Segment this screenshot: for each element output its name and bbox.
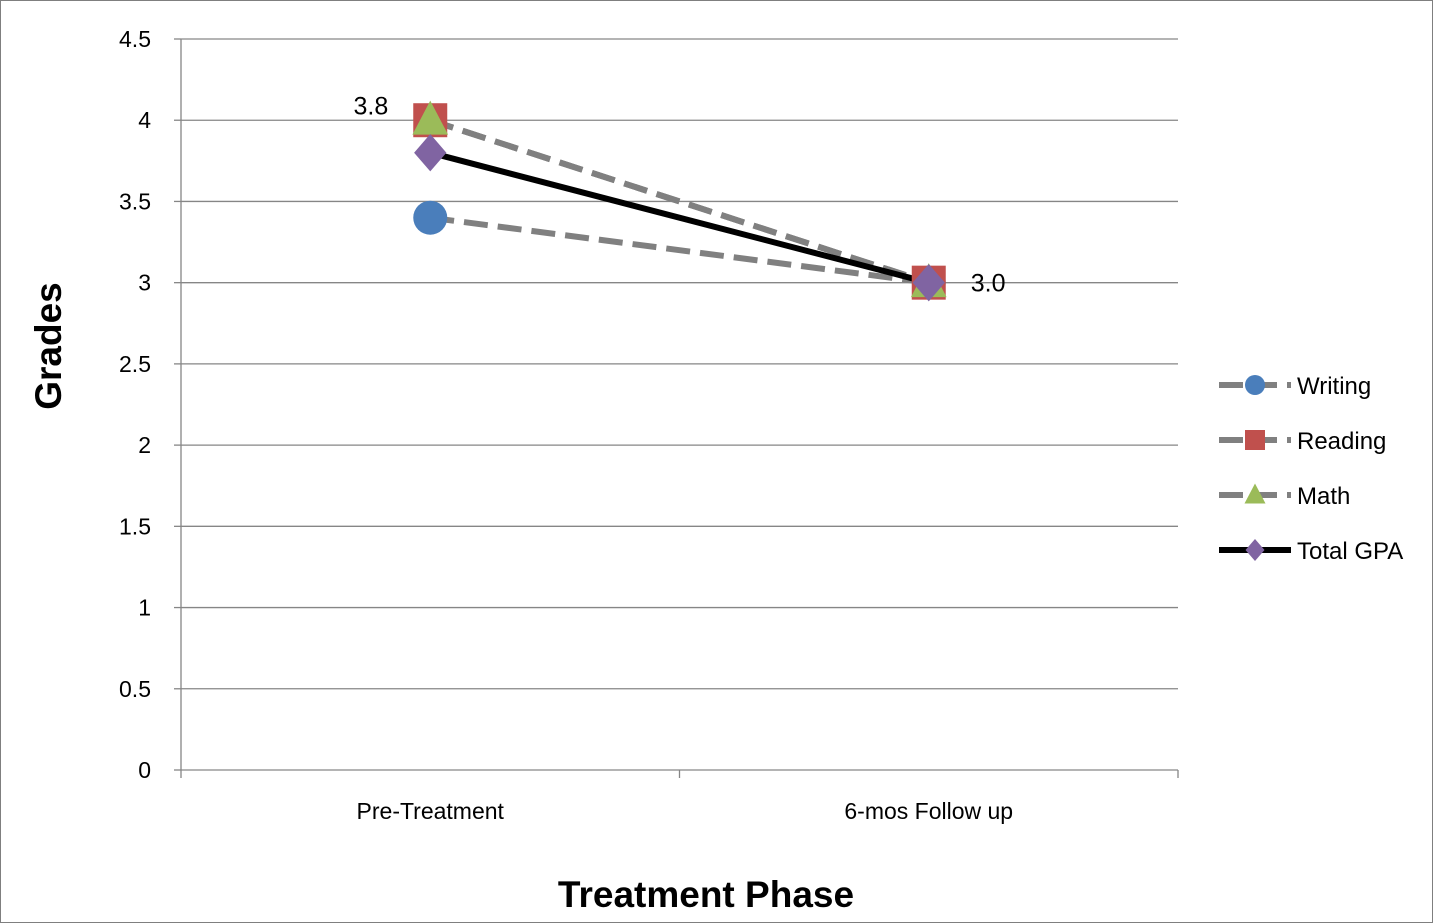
- series-total-gpa: [429, 149, 930, 286]
- legend-marker-triangle: [1244, 483, 1266, 504]
- legend-marker-circle: [1245, 375, 1265, 395]
- data-point-diamond: [912, 263, 945, 302]
- series-writing: [429, 214, 930, 286]
- legend-marker-diamond: [1245, 539, 1265, 561]
- legend-item-total-gpa: Total GPA: [1219, 538, 1403, 565]
- data-point-circle: [413, 200, 448, 235]
- legend-item-writing: Writing: [1219, 373, 1371, 400]
- y-tick-label: 3.5: [119, 188, 151, 214]
- y-tick-label: 4: [138, 107, 151, 133]
- legend-label: Math: [1297, 483, 1350, 510]
- data-point-diamond: [414, 134, 447, 172]
- x-tick-label: Pre-Treatment: [357, 798, 505, 824]
- x-axis-title: Treatment Phase: [558, 874, 854, 915]
- legend-label: Reading: [1297, 428, 1386, 455]
- legend-label: Writing: [1297, 373, 1371, 400]
- y-tick-label: 0: [138, 757, 151, 783]
- y-tick-label: 2.5: [119, 351, 151, 377]
- series-math: [429, 117, 930, 286]
- data-point-triangle: [412, 100, 449, 135]
- y-tick-label: 1.5: [119, 513, 151, 539]
- y-tick-label: 1: [138, 595, 151, 621]
- y-tick-label: 3: [138, 270, 151, 296]
- legend-marker-square: [1245, 430, 1265, 450]
- data-label: 3.8: [353, 93, 388, 121]
- legend-item-math: Math: [1219, 483, 1350, 510]
- data-label: 3.0: [971, 270, 1006, 298]
- series-line: [429, 149, 930, 286]
- y-tick-label: 4.5: [119, 26, 151, 52]
- x-tick-label: 6-mos Follow up: [844, 798, 1013, 824]
- series-markers-total-gpa: [414, 134, 945, 302]
- series-line: [429, 214, 930, 286]
- legend-item-reading: Reading: [1219, 428, 1386, 455]
- y-tick-label: 2: [138, 432, 151, 458]
- legend-label: Total GPA: [1297, 538, 1403, 565]
- y-tick-label: 0.5: [119, 676, 151, 702]
- series-line: [429, 117, 930, 286]
- y-axis-title: Grades: [28, 282, 69, 410]
